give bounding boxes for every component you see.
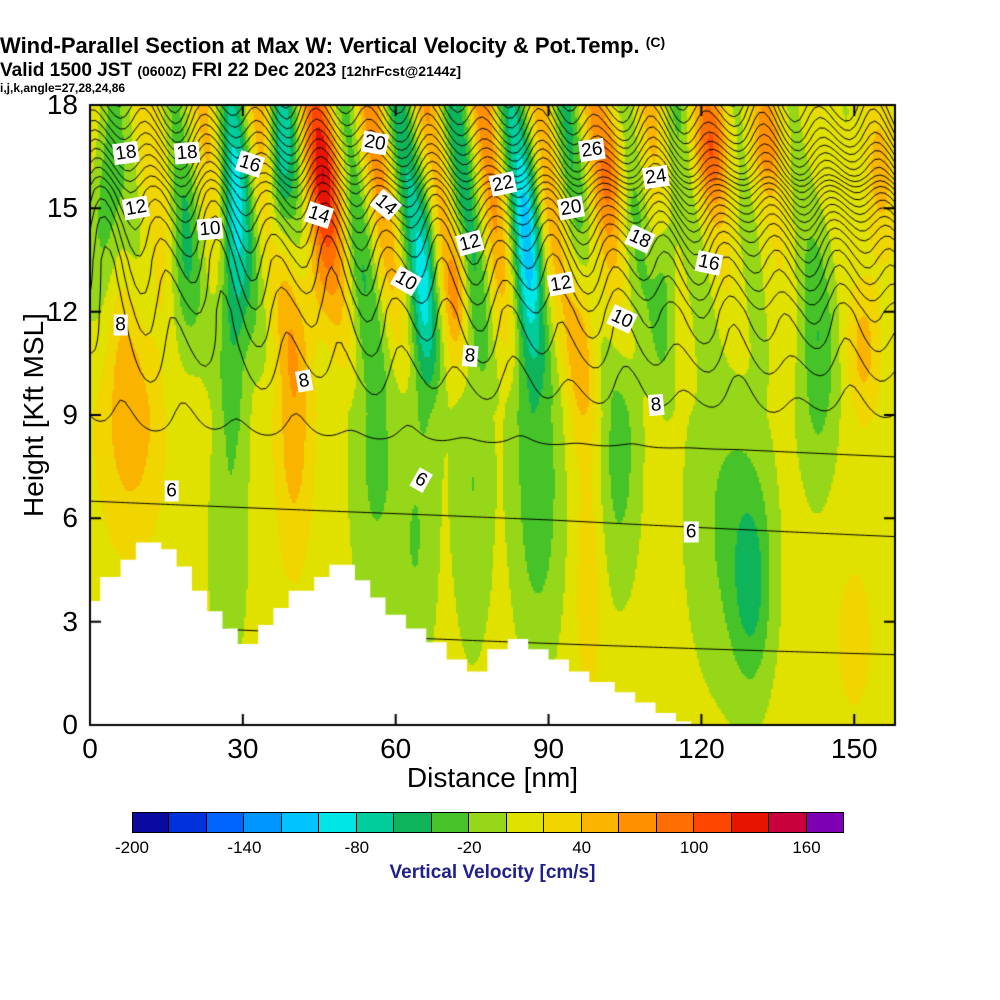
valid-date: FRI 22 Dec 2023 (191, 60, 337, 81)
page-title: Wind-Parallel Section at Max W: Vertical… (0, 33, 1000, 59)
title-unit: (C) (645, 34, 666, 50)
contour-label: 18 (111, 141, 140, 166)
valid-utc: (0600Z) (137, 63, 187, 79)
colorbar-tick-label: 100 (679, 838, 709, 857)
x-axis-title: Distance [nm] (406, 762, 579, 793)
y-tick-label: 9 (62, 399, 78, 430)
contour-label: 8 (647, 393, 664, 416)
colorbar-tick-label: 40 (572, 838, 592, 857)
colorbar-segment (280, 812, 320, 833)
colorbar-segment (543, 812, 582, 833)
colorbar-segment (355, 812, 395, 833)
y-tick-label: 18 (46, 89, 78, 120)
contour-label: 8 (461, 345, 478, 368)
valid-time-line: Valid 1500 JST (0600Z) FRI 22 Dec 2023 [… (0, 60, 1000, 82)
x-tick-label: 30 (227, 733, 259, 764)
contour-label: 6 (683, 521, 699, 543)
grid-info-line: i,j,k,angle=27,28,24,86 (0, 81, 126, 95)
colorbar-tick-label: 160 (792, 838, 821, 857)
colorbar-segment (243, 812, 282, 833)
colorbar-segment (730, 812, 770, 833)
x-tick-label: 120 (678, 733, 725, 764)
valid-prefix: Valid 1500 JST (0, 60, 133, 81)
colorbar-tick-label: -200 (114, 838, 150, 857)
colorbar-tick-label: -20 (456, 838, 482, 857)
colorbar-segment (168, 812, 207, 833)
contour-label: 10 (196, 217, 224, 241)
contour-label: 24 (641, 165, 670, 190)
colorbar-segment (430, 812, 470, 833)
colorbar-segment (618, 812, 657, 833)
contour-label: 26 (577, 137, 606, 162)
colorbar-segment (805, 812, 844, 833)
x-tick-label: 60 (380, 733, 412, 764)
colorbar-segment (768, 812, 807, 833)
y-tick-label: 0 (62, 709, 78, 740)
y-tick-label: 6 (62, 502, 78, 534)
y-tick-label: 3 (62, 605, 78, 637)
colorbar-segment (468, 812, 507, 833)
colorbar-tick-label: -140 (227, 838, 262, 857)
colorbar-segment (393, 812, 432, 833)
contour-label: 18 (173, 141, 201, 165)
colorbar-title: Vertical Velocity [cm/s] (389, 862, 596, 883)
y-tick-label: 15 (46, 192, 78, 224)
forecast-info: [12hrFcst@2144z] (341, 63, 462, 79)
contour-label: 20 (361, 130, 390, 156)
x-tick-label: 90 (532, 733, 565, 764)
colorbar-segment (205, 812, 245, 833)
y-tick-label: 12 (46, 295, 78, 327)
contour-label: 8 (113, 314, 128, 336)
colorbar (132, 812, 844, 833)
x-tick-label: 0 (82, 733, 98, 764)
colorbar-segment (318, 812, 357, 833)
colorbar-segment (693, 812, 732, 833)
contour-label: 6 (164, 480, 179, 502)
colorbar-segment (580, 812, 620, 833)
colorbar-segment (655, 812, 695, 833)
colorbar-segment (132, 812, 170, 833)
colorbar-tick-label: -80 (344, 838, 370, 857)
title-text: Wind-Parallel Section at Max W: Vertical… (0, 33, 640, 58)
x-tick-label: 150 (830, 733, 878, 764)
colorbar-segment (505, 812, 545, 833)
